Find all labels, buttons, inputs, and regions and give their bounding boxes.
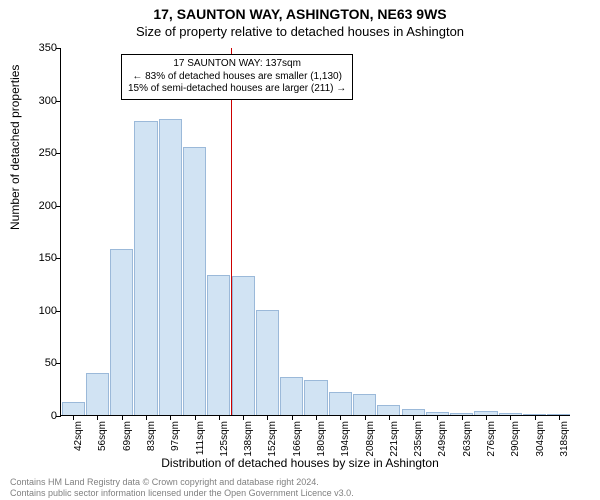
- y-tick-mark: [56, 258, 61, 259]
- y-tick-mark: [56, 311, 61, 312]
- x-tick-mark: [243, 415, 244, 420]
- x-axis-label: Distribution of detached houses by size …: [0, 456, 600, 470]
- x-tick-label: 249sqm: [437, 421, 448, 457]
- x-tick-label: 194sqm: [340, 421, 351, 457]
- footer-line-2: Contains public sector information licen…: [10, 488, 354, 498]
- chart-bar: [329, 392, 352, 415]
- page-title: 17, SAUNTON WAY, ASHINGTON, NE63 9WS: [0, 6, 600, 22]
- x-tick-mark: [462, 415, 463, 420]
- x-tick-mark: [510, 415, 511, 420]
- chart-info-box: 17 SAUNTON WAY: 137sqm ← 83% of detached…: [121, 54, 353, 100]
- chart-bar: [183, 147, 206, 415]
- x-tick-mark: [559, 415, 560, 420]
- x-tick-mark: [97, 415, 98, 420]
- x-tick-mark: [73, 415, 74, 420]
- chart-bar: [256, 310, 279, 415]
- y-tick-mark: [56, 206, 61, 207]
- chart-bar: [377, 405, 400, 416]
- x-tick-mark: [437, 415, 438, 420]
- chart-bar: [110, 249, 133, 415]
- chart-bar: [207, 275, 230, 415]
- chart-bar: [304, 380, 327, 415]
- x-tick-label: 69sqm: [122, 421, 133, 451]
- chart-bar: [159, 119, 182, 416]
- footer-attribution: Contains HM Land Registry data © Crown c…: [10, 477, 354, 498]
- x-tick-label: 83sqm: [146, 421, 157, 451]
- x-tick-mark: [122, 415, 123, 420]
- x-tick-mark: [365, 415, 366, 420]
- chart-plot-area: 05010015020025030035042sqm56sqm69sqm83sq…: [60, 48, 570, 416]
- x-tick-mark: [486, 415, 487, 420]
- x-tick-label: 304sqm: [535, 421, 546, 457]
- y-tick-mark: [56, 153, 61, 154]
- x-tick-mark: [292, 415, 293, 420]
- x-tick-label: 138sqm: [243, 421, 254, 457]
- y-tick-mark: [56, 48, 61, 49]
- x-tick-label: 263sqm: [462, 421, 473, 457]
- x-tick-label: 152sqm: [267, 421, 278, 457]
- x-tick-mark: [340, 415, 341, 420]
- x-tick-label: 290sqm: [510, 421, 521, 457]
- x-tick-label: 42sqm: [73, 421, 84, 451]
- x-tick-label: 235sqm: [413, 421, 424, 457]
- y-axis-label: Number of detached properties: [8, 65, 22, 230]
- infobox-larger-pct: 15% of semi-detached houses are larger (…: [128, 83, 346, 96]
- reference-line: [231, 48, 232, 415]
- chart-bar: [86, 373, 109, 415]
- y-tick-mark: [56, 416, 61, 417]
- x-tick-mark: [389, 415, 390, 420]
- x-tick-mark: [195, 415, 196, 420]
- x-tick-label: 276sqm: [486, 421, 497, 457]
- chart-bar: [353, 394, 376, 415]
- infobox-smaller-pct: ← 83% of detached houses are smaller (1,…: [128, 71, 346, 84]
- x-tick-mark: [267, 415, 268, 420]
- chart-bar: [62, 402, 85, 415]
- x-tick-label: 125sqm: [219, 421, 230, 457]
- x-tick-label: 166sqm: [292, 421, 303, 457]
- x-tick-label: 111sqm: [195, 421, 206, 455]
- chart-bar: [134, 121, 157, 415]
- x-tick-label: 318sqm: [559, 421, 570, 457]
- chart-bar: [232, 276, 255, 415]
- y-tick-mark: [56, 101, 61, 102]
- chart-bar: [280, 377, 303, 415]
- x-tick-label: 180sqm: [316, 421, 327, 457]
- x-tick-mark: [316, 415, 317, 420]
- x-tick-label: 56sqm: [97, 421, 108, 451]
- x-tick-mark: [219, 415, 220, 420]
- x-tick-mark: [146, 415, 147, 420]
- x-tick-mark: [535, 415, 536, 420]
- chart-subtitle: Size of property relative to detached ho…: [0, 24, 600, 39]
- x-tick-mark: [413, 415, 414, 420]
- x-tick-label: 208sqm: [365, 421, 376, 457]
- x-tick-label: 221sqm: [389, 421, 400, 457]
- x-tick-label: 97sqm: [170, 421, 181, 451]
- x-tick-mark: [170, 415, 171, 420]
- footer-line-1: Contains HM Land Registry data © Crown c…: [10, 477, 354, 487]
- infobox-property-size: 17 SAUNTON WAY: 137sqm: [128, 58, 346, 71]
- y-tick-mark: [56, 363, 61, 364]
